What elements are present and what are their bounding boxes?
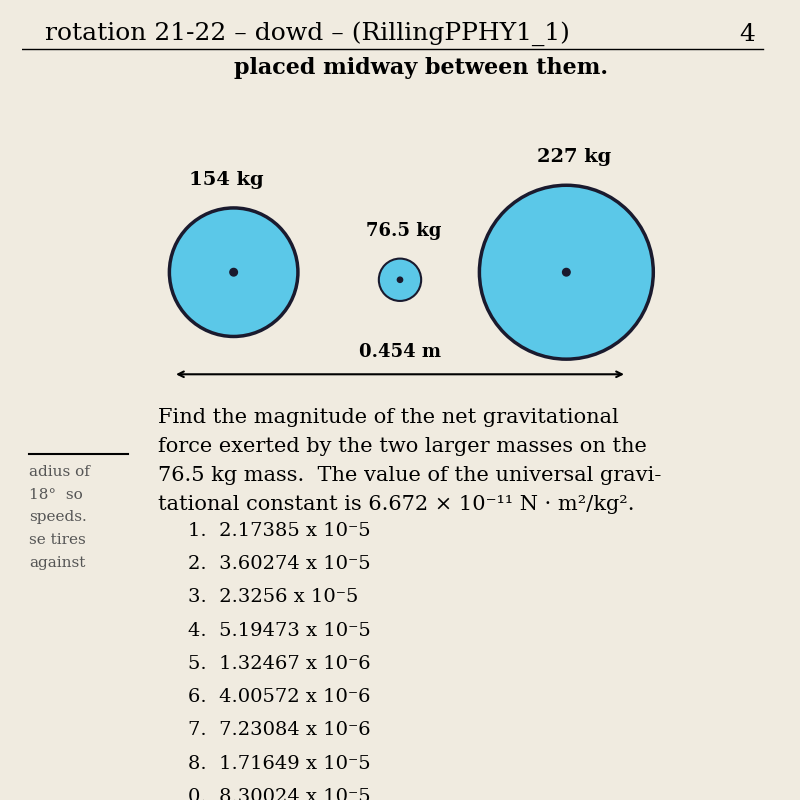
Text: speeds.: speeds. [30, 510, 87, 524]
Text: Find the magnitude of the net gravitational: Find the magnitude of the net gravitatio… [158, 408, 618, 427]
Text: 18°  so: 18° so [30, 488, 83, 502]
Text: 5.  1.32467 x 10⁻6: 5. 1.32467 x 10⁻6 [188, 655, 371, 673]
Circle shape [170, 208, 298, 337]
Text: 6.  4.00572 x 10⁻6: 6. 4.00572 x 10⁻6 [188, 688, 370, 706]
Text: 8.  1.71649 x 10⁻5: 8. 1.71649 x 10⁻5 [188, 754, 371, 773]
Text: 76.5 kg mass.  The value of the universal gravi-: 76.5 kg mass. The value of the universal… [158, 466, 662, 485]
Circle shape [230, 269, 238, 276]
Text: 4: 4 [739, 22, 755, 46]
Text: 0.454 m: 0.454 m [359, 342, 441, 361]
Text: 3.  2.3256 x 10⁻5: 3. 2.3256 x 10⁻5 [188, 588, 358, 606]
Circle shape [479, 186, 654, 359]
Text: against: against [30, 556, 86, 570]
Text: 0.  8.30024 x 10⁻5: 0. 8.30024 x 10⁻5 [188, 788, 371, 800]
Text: force exerted by the two larger masses on the: force exerted by the two larger masses o… [158, 437, 647, 456]
Text: 76.5 kg: 76.5 kg [366, 222, 442, 240]
Text: 7.  7.23084 x 10⁻6: 7. 7.23084 x 10⁻6 [188, 722, 371, 739]
Text: adius of: adius of [30, 465, 90, 479]
Circle shape [379, 258, 421, 301]
Circle shape [398, 277, 402, 282]
Text: se tires: se tires [30, 533, 86, 547]
Text: rotation 21-22 – dowd – (RillingPPHY1_1): rotation 21-22 – dowd – (RillingPPHY1_1) [45, 22, 570, 46]
Circle shape [562, 269, 570, 276]
Text: 4.  5.19473 x 10⁻5: 4. 5.19473 x 10⁻5 [188, 622, 371, 639]
Text: 2.  3.60274 x 10⁻5: 2. 3.60274 x 10⁻5 [188, 555, 371, 573]
Text: placed midway between them.: placed midway between them. [234, 57, 608, 79]
Text: 154 kg: 154 kg [189, 171, 263, 189]
Text: 1.  2.17385 x 10⁻5: 1. 2.17385 x 10⁻5 [188, 522, 371, 540]
Text: 227 kg: 227 kg [537, 148, 611, 166]
Text: tational constant is 6.672 × 10⁻¹¹ N · m²/kg².: tational constant is 6.672 × 10⁻¹¹ N · m… [158, 494, 634, 514]
